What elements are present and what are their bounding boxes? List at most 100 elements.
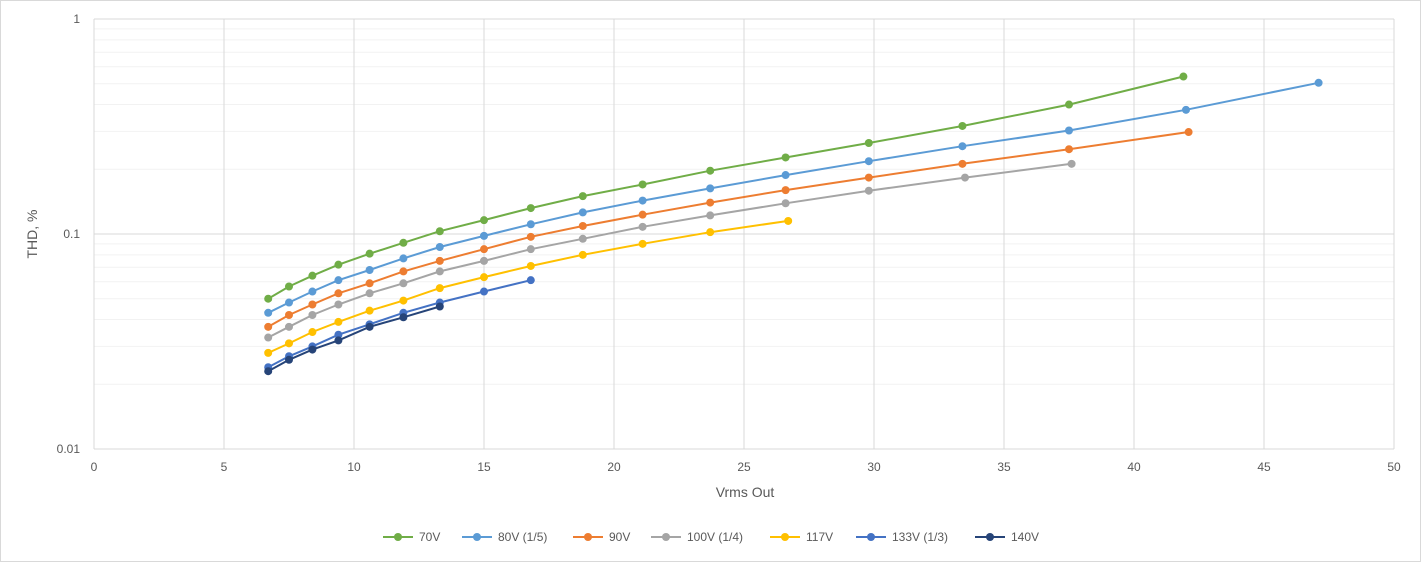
data-point: [578, 234, 587, 243]
data-point: [264, 322, 273, 331]
data-point: [334, 289, 343, 298]
data-point: [399, 313, 408, 322]
legend-item: 117V: [770, 530, 833, 544]
data-point: [638, 210, 647, 219]
data-point: [526, 245, 535, 254]
data-point: [480, 231, 488, 240]
data-point: [264, 348, 273, 357]
data-point: [264, 294, 273, 303]
y-tick-label: 0.1: [63, 227, 80, 241]
data-point: [365, 322, 374, 331]
data-point: [399, 279, 408, 288]
series-2: [264, 78, 1323, 317]
data-point: [399, 296, 408, 305]
data-point: [526, 232, 535, 241]
legend-label: 140V: [1011, 530, 1039, 544]
legend-label: 133V (1/3): [892, 530, 948, 544]
x-tick-label: 50: [1387, 460, 1401, 474]
data-point: [365, 279, 374, 288]
data-point: [285, 298, 293, 307]
data-point: [1065, 100, 1073, 109]
data-point: [435, 256, 444, 265]
data-point: [435, 243, 444, 252]
data-point: [638, 180, 647, 189]
data-point: [706, 184, 715, 193]
x-tick-label: 20: [607, 460, 621, 474]
data-point: [784, 216, 793, 225]
data-point: [480, 273, 488, 282]
data-point: [781, 186, 790, 195]
data-point: [435, 302, 444, 311]
x-tick-label: 45: [1257, 460, 1271, 474]
data-point: [706, 228, 715, 237]
data-point: [365, 266, 374, 275]
legend-item: 133V (1/3): [856, 530, 948, 544]
data-point: [706, 166, 715, 175]
series-4: [264, 159, 1076, 342]
data-point: [365, 289, 374, 298]
legend-label: 90V: [609, 530, 630, 544]
data-point: [958, 159, 967, 168]
data-point: [1182, 105, 1190, 114]
data-point: [264, 333, 273, 342]
data-point: [480, 245, 488, 254]
data-point: [435, 227, 444, 236]
legend-item: 80V (1/5): [462, 530, 547, 544]
data-point: [638, 222, 647, 231]
legend-marker: [473, 533, 481, 541]
data-point: [308, 328, 317, 337]
x-tick-label: 5: [221, 460, 228, 474]
y-tick-label: 1: [73, 12, 80, 26]
data-point: [1179, 72, 1188, 81]
data-point: [638, 196, 647, 205]
y-axis-title: THD, %: [24, 210, 40, 259]
data-point: [526, 276, 535, 285]
data-point: [578, 192, 587, 201]
y-axis-ticks: 0.01 0.1 1: [57, 12, 81, 456]
data-point: [334, 260, 343, 269]
series-line: [267, 75, 1184, 300]
data-point: [961, 173, 969, 182]
series-6: [264, 276, 535, 372]
data-point: [578, 221, 587, 230]
data-point: [365, 249, 374, 258]
data-point: [308, 300, 317, 309]
data-point: [781, 153, 790, 162]
data-point: [864, 186, 873, 195]
data-point: [958, 121, 967, 130]
data-point: [526, 204, 535, 213]
data-point: [706, 198, 715, 207]
x-tick-label: 30: [867, 460, 881, 474]
data-point: [781, 171, 790, 180]
legend-item: 90V: [573, 530, 630, 544]
data-point: [1184, 128, 1193, 137]
data-point: [781, 199, 790, 208]
data-point: [285, 322, 293, 331]
data-point: [334, 276, 343, 285]
data-point: [285, 282, 293, 291]
data-point: [399, 254, 408, 263]
legend-label: 117V: [806, 530, 833, 544]
data-point: [334, 300, 343, 309]
legend-marker: [584, 533, 592, 541]
data-point: [480, 287, 488, 296]
data-point: [864, 139, 873, 148]
legend: 70V 80V (1/5) 90V 100V (1/4) 117V 133V (1/3) 1…: [383, 530, 1039, 544]
legend-item: 70V: [383, 530, 440, 544]
x-tick-label: 10: [347, 460, 361, 474]
series-5: [264, 216, 793, 357]
data-point: [480, 256, 488, 265]
data-point: [308, 287, 317, 296]
series-layer: [264, 72, 1323, 376]
series-line: [267, 162, 1072, 339]
x-tick-label: 35: [997, 460, 1011, 474]
data-point: [480, 216, 488, 225]
data-point: [1065, 145, 1073, 154]
data-point: [399, 267, 408, 276]
data-point: [1065, 126, 1073, 135]
data-point: [308, 311, 317, 320]
data-point: [334, 317, 343, 326]
series-3: [264, 128, 1193, 331]
legend-label: 100V (1/4): [687, 530, 743, 544]
legend-label: 70V: [419, 530, 440, 544]
